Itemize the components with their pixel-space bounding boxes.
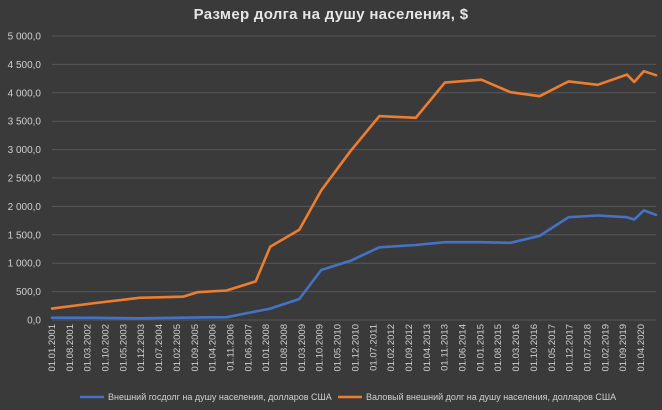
legend: Внешний госдолг на душу населения, долла… — [80, 392, 616, 402]
x-tick-label: 01.01.2015 — [475, 324, 486, 372]
x-tick-label: 01.09.2012 — [404, 324, 415, 372]
x-tick-label: 01.09.2005 — [190, 324, 201, 372]
x-tick-label: 01.02.2012 — [386, 324, 397, 372]
y-tick-label: 4 000,0 — [8, 88, 42, 99]
y-tick-label: 1 000,0 — [8, 259, 42, 270]
x-tick-label: 01.07.2004 — [154, 324, 165, 372]
x-axis: 01.01.2001 01.08.2001 01.03.2002 01.10.2002… — [47, 324, 647, 372]
x-tick-label: 01.07.2018 — [582, 324, 593, 372]
x-tick-label: 01.03.2009 — [297, 324, 308, 372]
series-line-2 — [50, 69, 658, 310]
y-tick-label: 3 000,0 — [8, 145, 42, 156]
chart-title: Размер долга на душу населения, $ — [194, 6, 469, 23]
x-tick-label: 01.05.2010 — [333, 324, 344, 372]
x-tick-label: 01.01.2008 — [261, 324, 272, 372]
y-axis: 0,0 500,0 1 000,0 1 500,0 2 000,0 2 500,0 3 00… — [8, 32, 42, 327]
x-tick-label: 01.11.2006 — [225, 324, 236, 371]
x-tick-label: 01.11.2013 — [440, 324, 451, 371]
y-tick-label: 3 500,0 — [8, 117, 42, 128]
x-tick-label: 01.08.2015 — [493, 324, 504, 372]
x-tick-label: 01.07.2011 — [368, 324, 379, 371]
y-tick-label: 0,0 — [27, 316, 41, 327]
x-tick-label: 01.12.2003 — [136, 324, 147, 372]
x-tick-label: 01.03.2016 — [511, 324, 522, 372]
series-line-1 — [50, 209, 658, 320]
x-tick-label: 01.06.2014 — [458, 324, 469, 372]
x-tick-label: 01.08.2001 — [65, 324, 76, 372]
x-tick-label: 01.10.2002 — [101, 324, 112, 372]
legend-label: Внешний госдолг на душу населения, долла… — [108, 392, 332, 402]
legend-label: Валовый внешний долг на душу населения, … — [366, 392, 616, 402]
y-tick-label: 2 500,0 — [8, 174, 42, 185]
x-tick-label: 01.10.2009 — [315, 324, 326, 372]
x-tick-label: 01.10.2016 — [529, 324, 540, 372]
x-tick-label: 01.02.2005 — [172, 324, 183, 372]
x-tick-label: 01.04.2006 — [208, 324, 219, 372]
y-tick-label: 1 500,0 — [8, 230, 42, 241]
series-1-points — [51, 210, 657, 319]
x-tick-label: 01.03.2002 — [83, 324, 94, 372]
x-tick-label: 01.02.2019 — [600, 324, 611, 372]
x-tick-label: 01.09.2019 — [618, 324, 629, 372]
y-tick-label: 4 500,0 — [8, 60, 42, 71]
x-tick-label: 01.05.2017 — [547, 324, 558, 372]
series-lines — [50, 69, 658, 320]
x-tick-label: 01.05.2003 — [118, 324, 129, 372]
x-tick-label: 01.01.2001 — [47, 324, 58, 372]
gridlines — [52, 35, 656, 321]
x-tick-label: 01.12.2010 — [350, 324, 361, 372]
x-tick-label: 01.04.2013 — [422, 324, 433, 372]
x-tick-label: 01.06.2007 — [243, 324, 254, 372]
y-tick-label: 500,0 — [16, 287, 41, 298]
x-tick-label: 01.12.2017 — [565, 324, 576, 372]
series-2-points — [51, 71, 657, 309]
y-tick-label: 5 000,0 — [8, 32, 42, 43]
y-tick-label: 2 000,0 — [8, 202, 42, 213]
x-tick-label: 01.08.2008 — [279, 324, 290, 372]
x-tick-label: 01.04.2020 — [636, 324, 647, 372]
